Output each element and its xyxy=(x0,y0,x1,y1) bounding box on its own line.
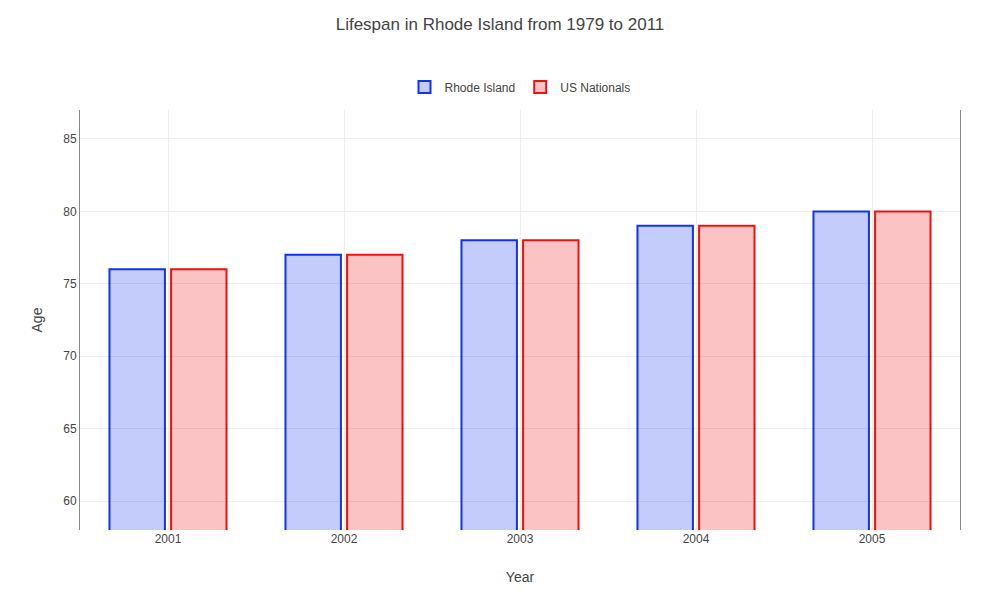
svg-text:70: 70 xyxy=(63,349,77,363)
svg-text:US Nationals: US Nationals xyxy=(560,81,630,95)
svg-text:Year: Year xyxy=(506,569,535,585)
svg-text:Age: Age xyxy=(29,307,45,332)
svg-text:60: 60 xyxy=(63,494,77,508)
svg-text:Rhode Island: Rhode Island xyxy=(445,81,516,95)
svg-text:2004: 2004 xyxy=(683,532,710,546)
svg-text:Lifespan in Rhode Island from: Lifespan in Rhode Island from 1979 to 20… xyxy=(336,15,665,34)
svg-text:85: 85 xyxy=(63,132,77,146)
svg-text:80: 80 xyxy=(63,205,77,219)
svg-text:75: 75 xyxy=(63,277,77,291)
svg-text:2005: 2005 xyxy=(859,532,886,546)
svg-text:2002: 2002 xyxy=(331,532,358,546)
svg-text:2001: 2001 xyxy=(155,532,182,546)
svg-text:2003: 2003 xyxy=(507,532,534,546)
svg-text:65: 65 xyxy=(63,422,77,436)
